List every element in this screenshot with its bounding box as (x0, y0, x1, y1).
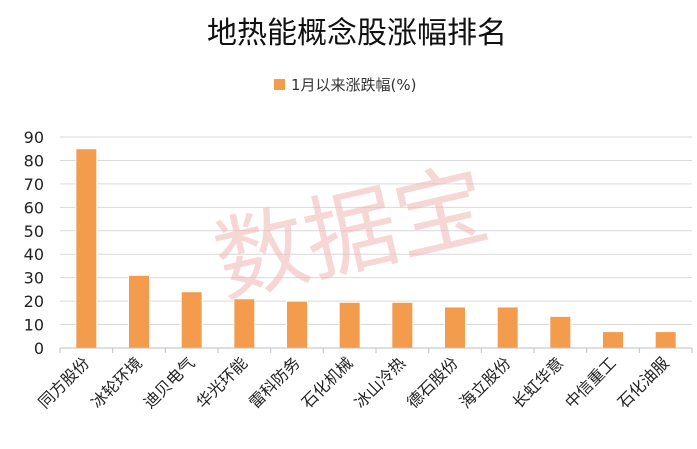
x-tick-label: 石化机械 (298, 353, 357, 412)
bar (233, 298, 256, 349)
y-tick-label: 80 (24, 151, 44, 170)
bar (286, 300, 308, 349)
y-tick-label: 90 (24, 128, 44, 147)
x-tick-label: 同方股份 (34, 353, 93, 412)
watermark: 数据宝 (205, 151, 498, 317)
legend-swatch (274, 79, 285, 90)
bar (496, 306, 519, 349)
x-tick-label: 中信重工 (561, 353, 620, 412)
bar (549, 315, 572, 349)
x-tick-label: 冰山冷热 (350, 353, 409, 412)
y-tick-label: 70 (24, 175, 44, 194)
x-tick-label: 冰轮环境 (87, 353, 146, 412)
bar (444, 306, 466, 349)
x-tick-label: 雷科防务 (245, 353, 304, 412)
x-tick-label: 华光环能 (192, 353, 251, 412)
x-tick-label: 德石股份 (403, 353, 462, 412)
bar (391, 301, 414, 349)
chart-title: 地热能概念股涨幅排名 (207, 16, 507, 51)
x-tick-label: 长虹华意 (508, 353, 567, 412)
axes (59, 347, 693, 353)
bar (75, 148, 98, 349)
x-tick-label: 海立股份 (456, 353, 515, 412)
bars (75, 148, 677, 349)
y-tick-label: 30 (24, 269, 44, 288)
bar (654, 331, 677, 349)
x-tick-labels: 同方股份冰轮环境迪贝电气华光环能雷科防务石化机械冰山冷热德石股份海立股份长虹华意… (34, 353, 672, 412)
legend: 1月以来涨跌幅(%) (274, 76, 417, 94)
bar (602, 331, 624, 349)
x-tick-label: 石化油服 (614, 353, 673, 412)
y-tick-label: 60 (24, 198, 44, 217)
bar (338, 301, 361, 349)
y-tick-label: 20 (24, 292, 44, 311)
legend-label: 1月以来涨跌幅(%) (291, 76, 417, 94)
y-tick-label: 0 (34, 339, 44, 358)
grid-lines (60, 136, 692, 326)
bar (180, 291, 203, 349)
y-tick-label: 10 (24, 316, 44, 335)
watermark-layer: 数据宝 (205, 151, 498, 317)
y-tick-label: 50 (24, 222, 44, 241)
y-tick-labels: 0 10 20 30 40 50 60 70 80 90 (24, 128, 44, 358)
x-tick-label: 迪贝电气 (140, 353, 199, 412)
bar (128, 274, 150, 349)
y-tick-label: 40 (24, 245, 44, 264)
